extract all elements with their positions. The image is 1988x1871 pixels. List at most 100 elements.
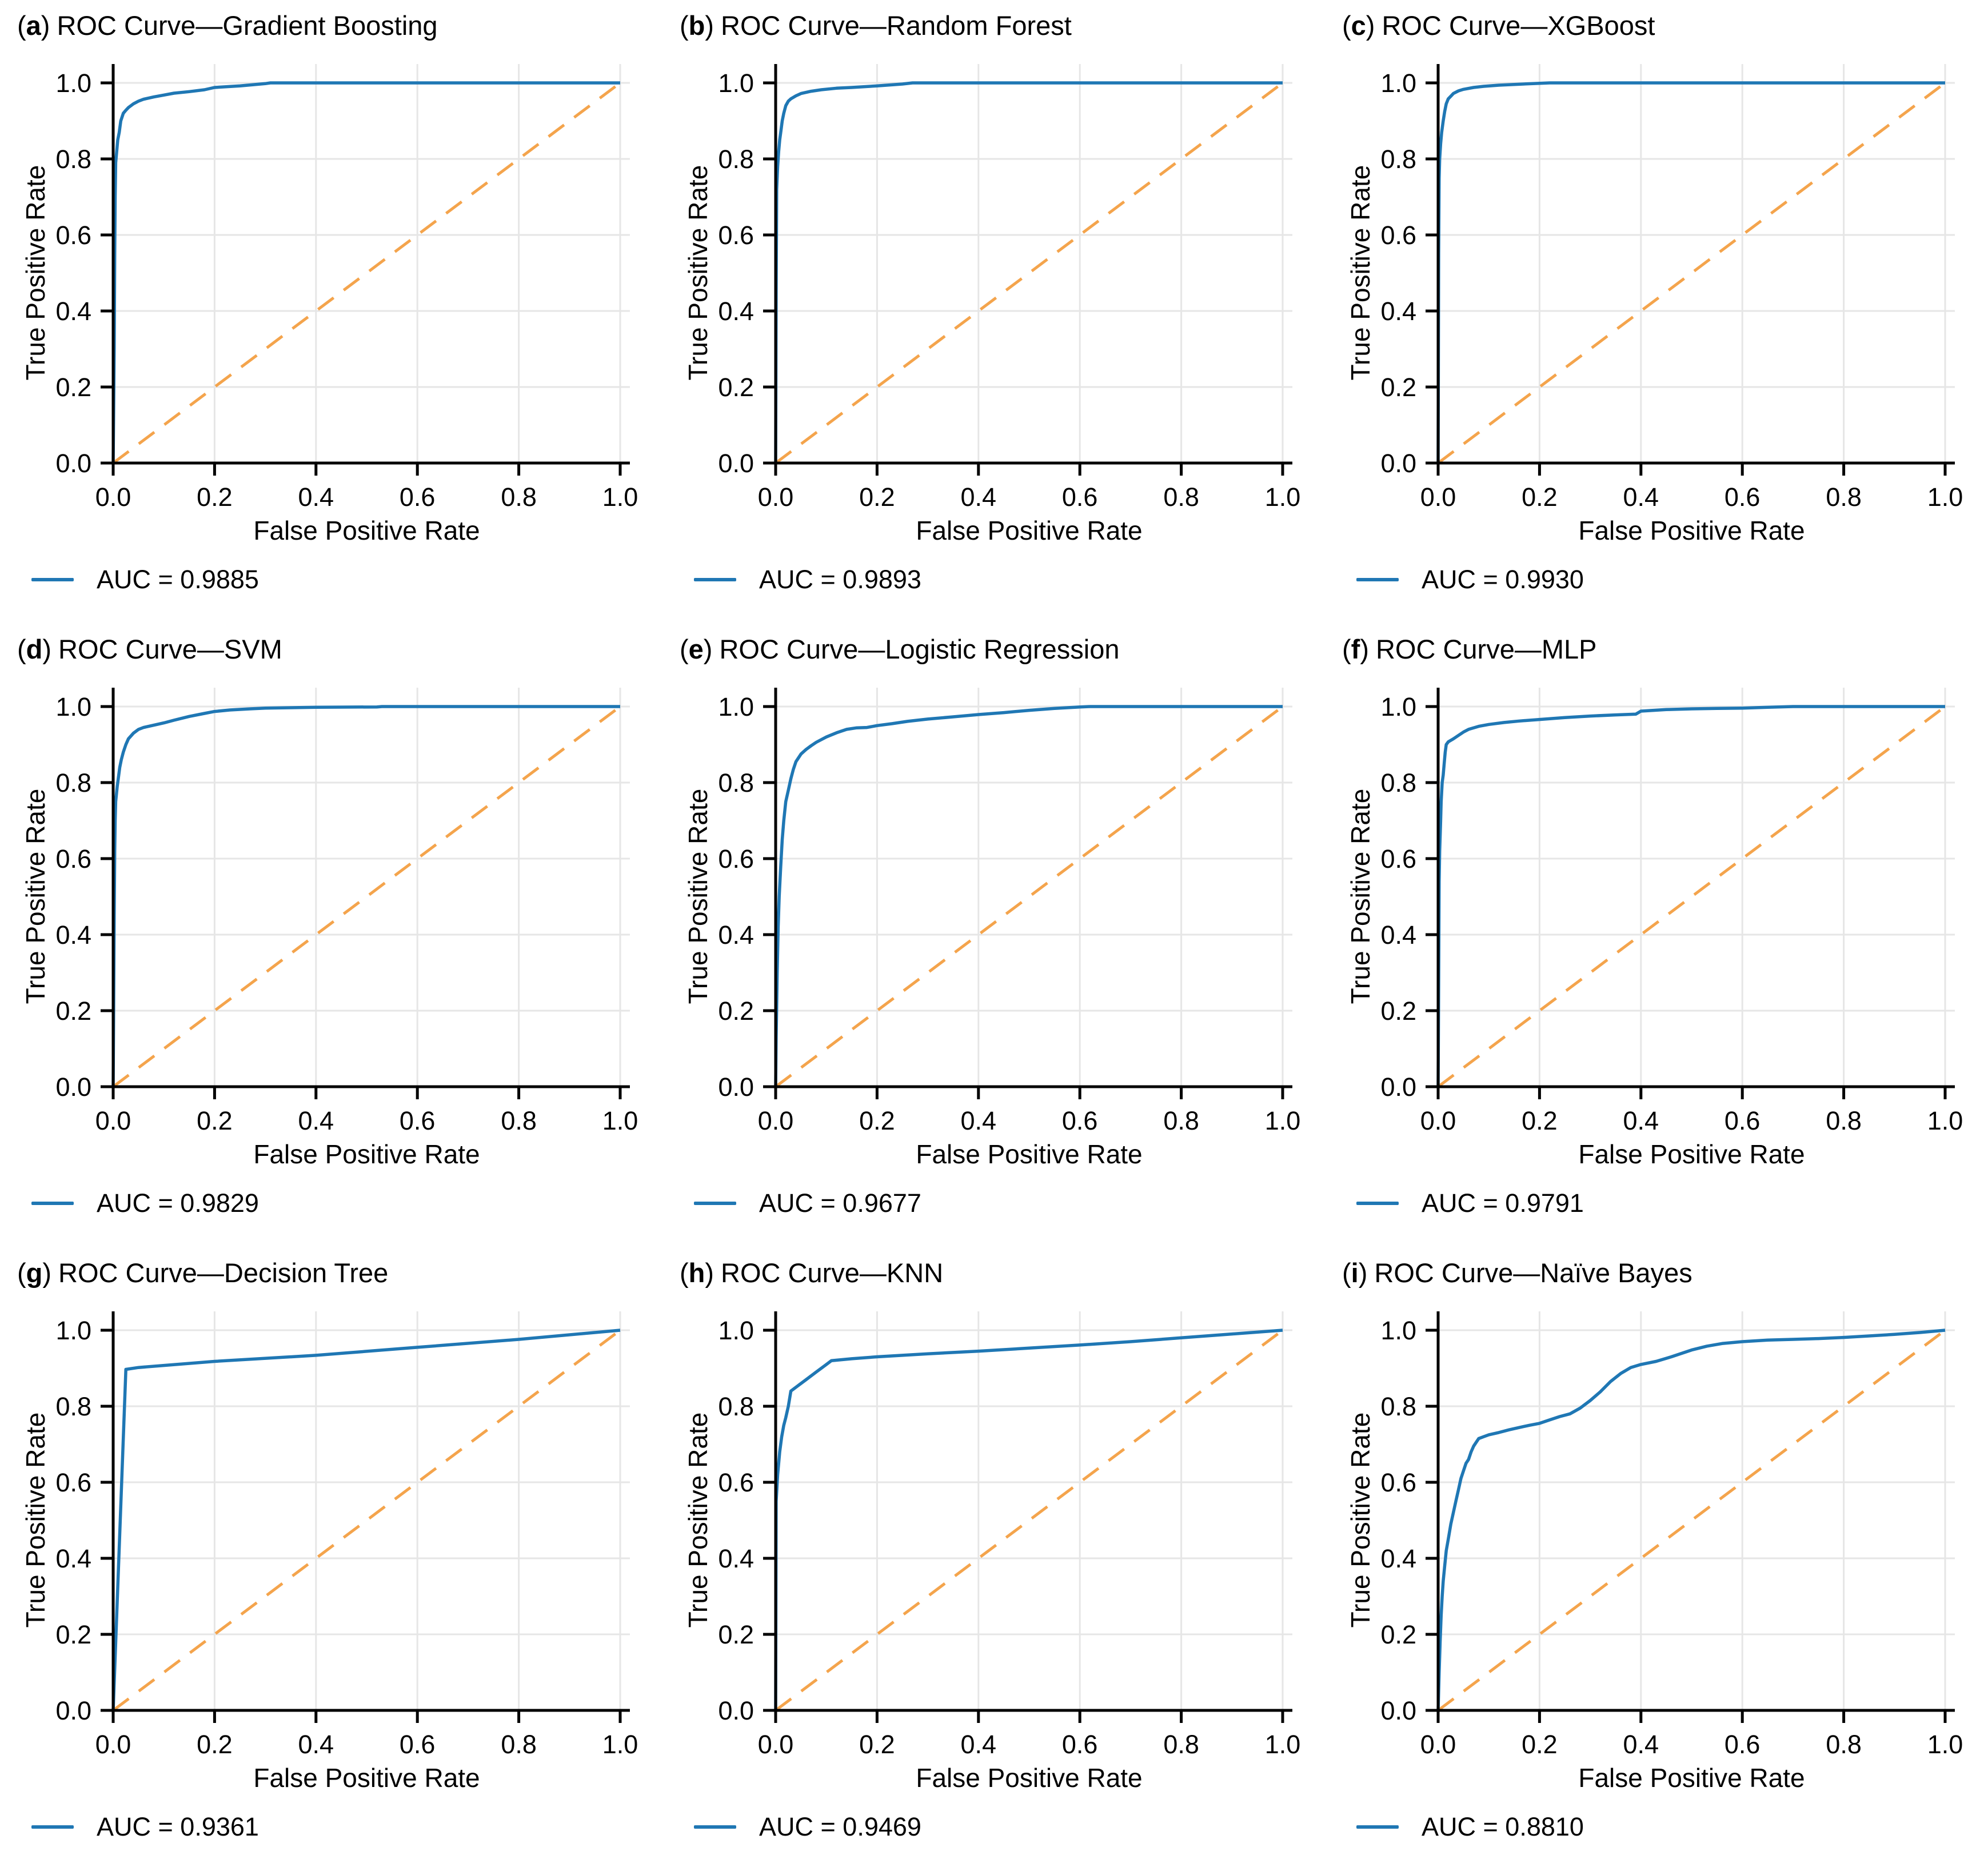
svg-text:0.0: 0.0 [718,1072,754,1102]
legend: AUC = 0.9469 [694,1812,921,1842]
svg-text:1.0: 1.0 [55,1316,91,1345]
panel-letter: (b) [680,10,714,41]
svg-text:1.0: 1.0 [602,1730,638,1759]
svg-text:0.8: 0.8 [55,768,91,797]
svg-text:0.6: 0.6 [55,1468,91,1497]
x-axis-label: False Positive Rate [1578,1763,1805,1793]
roc-chart: 0.0 0.2 0.4 0.6 0.8 1.0 0.0 0.2 0.4 0.6 0.8 1.0 [718,1311,1300,1759]
svg-text:0.4: 0.4 [961,482,997,512]
panel-letter-text: h [688,1258,705,1288]
legend-line-swatch [31,1202,74,1205]
x-axis-label: False Positive Rate [1578,1139,1805,1169]
paren: ) [1358,1258,1368,1288]
svg-text:1.0: 1.0 [602,482,638,512]
svg-text:0.0: 0.0 [1380,1696,1416,1725]
paren: ( [17,10,26,41]
svg-text:0.8: 0.8 [55,145,91,174]
svg-text:0.0: 0.0 [95,1106,131,1135]
svg-text:0.8: 0.8 [1163,1730,1199,1759]
panel-letter: (d) [17,634,51,664]
svg-text:1.0: 1.0 [1927,1730,1963,1759]
svg-text:0.4: 0.4 [55,297,91,326]
x-axis-label: False Positive Rate [916,1139,1143,1169]
svg-text:0.8: 0.8 [501,1106,537,1135]
svg-text:0.6: 0.6 [400,1106,436,1135]
svg-text:0.0: 0.0 [718,449,754,478]
roc-chart: 0.0 0.2 0.4 0.6 0.8 1.0 0.0 0.2 0.4 0.6 0.8 1.0 [1380,1311,1963,1759]
panel-letter-text: c [1351,10,1366,41]
panel-letter-text: d [26,634,43,664]
panel-title-text: ROC Curve—SVM [58,634,282,664]
legend-auc-label: AUC = 0.9791 [1422,1188,1584,1218]
svg-text:0.8: 0.8 [718,1392,754,1421]
svg-text:0.0: 0.0 [55,1072,91,1102]
roc-panel-knn: 0.0 0.2 0.4 0.6 0.8 1.0 0.0 0.2 0.4 0.6 0.8 1.0 (h)… [662,1247,1325,1871]
svg-text:0.8: 0.8 [1163,1106,1199,1135]
svg-text:0.4: 0.4 [961,1106,997,1135]
legend-line-swatch [694,1202,736,1205]
svg-text:0.2: 0.2 [197,1106,233,1135]
paren: ) [41,10,50,41]
svg-text:0.6: 0.6 [1062,482,1098,512]
panel-title-text: ROC Curve—MLP [1375,634,1597,664]
svg-text:0.0: 0.0 [758,1106,794,1135]
svg-text:0.0: 0.0 [758,1730,794,1759]
x-axis-label: False Positive Rate [1578,516,1805,545]
roc-panel-decision-tree: 0.0 0.2 0.4 0.6 0.8 1.0 0.0 0.2 0.4 0.6 0.8 1.0 (g)… [0,1247,662,1871]
legend-auc-label: AUC = 0.9361 [97,1812,259,1841]
legend-auc-label: AUC = 0.9829 [97,1188,259,1218]
svg-text:0.4: 0.4 [718,297,754,326]
legend-auc-label: AUC = 0.9885 [97,565,259,594]
roc-panel-xgboost: 0.0 0.2 0.4 0.6 0.8 1.0 0.0 0.2 0.4 0.6 0.8 1.0 (c)… [1325,0,1987,624]
roc-chart: 0.0 0.2 0.4 0.6 0.8 1.0 0.0 0.2 0.4 0.6 0.8 1.0 [718,64,1300,512]
svg-text:0.6: 0.6 [1724,1730,1761,1759]
svg-text:0.2: 0.2 [197,1730,233,1759]
svg-text:0.0: 0.0 [55,449,91,478]
svg-text:0.2: 0.2 [55,373,91,402]
svg-text:0.4: 0.4 [1380,1544,1416,1573]
svg-text:1.0: 1.0 [55,69,91,98]
panel-title: (h) ROC Curve—KNN [680,1258,943,1288]
svg-text:1.0: 1.0 [718,69,754,98]
svg-text:0.0: 0.0 [1420,1730,1456,1759]
paren: ) [42,634,52,664]
legend: AUC = 0.9829 [31,1188,259,1218]
svg-text:0.6: 0.6 [400,1730,436,1759]
legend: AUC = 0.9930 [1356,565,1584,595]
svg-text:0.2: 0.2 [1380,1620,1416,1649]
svg-text:0.8: 0.8 [1826,1106,1862,1135]
svg-text:1.0: 1.0 [1265,1106,1301,1135]
svg-text:0.2: 0.2 [718,1620,754,1649]
panel-letter-text: f [1351,634,1360,664]
y-axis-label: True Positive Rate [21,788,50,1004]
svg-text:0.6: 0.6 [400,482,436,512]
svg-text:0.6: 0.6 [1062,1106,1098,1135]
legend-auc-label: AUC = 0.9930 [1422,565,1584,594]
panel-letter-text: i [1351,1258,1359,1288]
panel-letter: (i) [1342,1258,1367,1288]
y-axis-label: True Positive Rate [1346,788,1375,1004]
svg-text:0.6: 0.6 [1062,1730,1098,1759]
legend: AUC = 0.9361 [31,1812,259,1842]
svg-text:1.0: 1.0 [1380,1316,1416,1345]
svg-text:0.4: 0.4 [961,1730,997,1759]
svg-text:0.4: 0.4 [55,1544,91,1573]
panel-letter: (h) [680,1258,714,1288]
x-axis-label: False Positive Rate [253,1763,480,1793]
roc-panel-random-forest: 0.0 0.2 0.4 0.6 0.8 1.0 0.0 0.2 0.4 0.6 0.8 1.0 (b)… [662,0,1325,624]
svg-text:0.4: 0.4 [298,1106,334,1135]
svg-text:0.0: 0.0 [1380,449,1416,478]
paren: ( [17,634,26,664]
svg-text:0.2: 0.2 [718,373,754,402]
legend-line-swatch [1356,1825,1399,1829]
panel-title: (c) ROC Curve—XGBoost [1342,10,1655,41]
roc-chart: 0.0 0.2 0.4 0.6 0.8 1.0 0.0 0.2 0.4 0.6 0.8 1.0 [718,688,1301,1135]
svg-text:0.6: 0.6 [1724,1106,1761,1135]
svg-text:0.0: 0.0 [55,1696,91,1725]
y-axis-label: True Positive Rate [683,165,713,381]
panel-letter-text: e [688,634,704,664]
svg-text:0.4: 0.4 [718,920,754,950]
svg-text:0.2: 0.2 [1522,482,1558,512]
svg-text:0.0: 0.0 [95,1730,131,1759]
